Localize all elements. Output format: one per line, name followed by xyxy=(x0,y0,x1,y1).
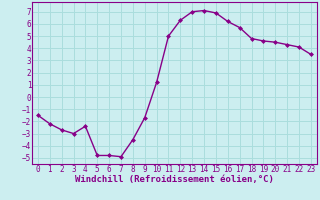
X-axis label: Windchill (Refroidissement éolien,°C): Windchill (Refroidissement éolien,°C) xyxy=(75,175,274,184)
